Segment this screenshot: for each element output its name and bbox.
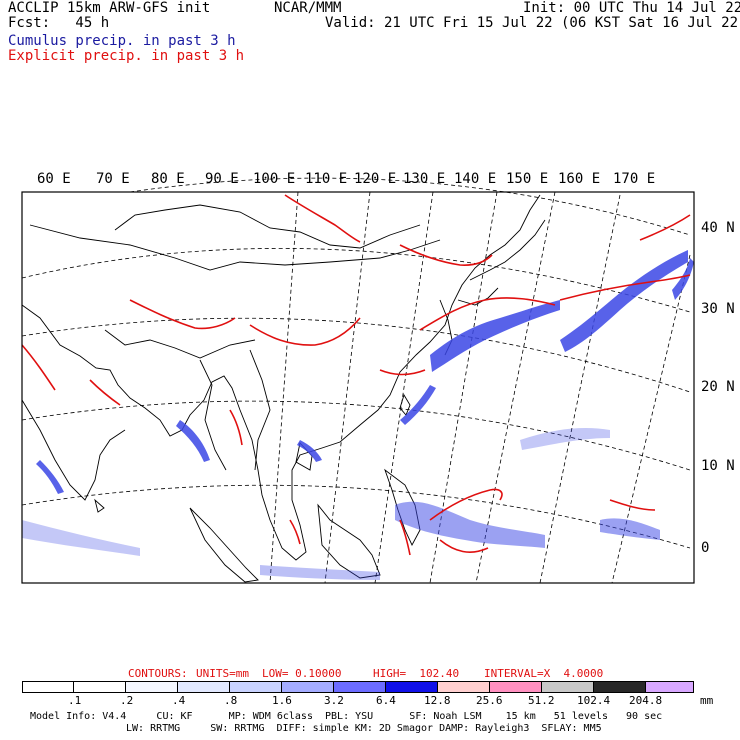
colorbar-tick: 51.2	[528, 694, 555, 707]
model-info: Model Info: V4.4 CU: KF MP: WDM 6class P…	[30, 711, 663, 722]
colorbar-tick: .2	[120, 694, 134, 707]
colorbar-tick: .1	[68, 694, 82, 707]
lon-label: 70 E	[96, 171, 130, 187]
colorbar-tick: .4	[172, 694, 186, 707]
lat-label: 20 N	[701, 379, 735, 395]
colorbar-swatch	[489, 681, 542, 693]
colorbar-swatch	[22, 681, 74, 693]
colorbar-tick: .8	[224, 694, 238, 707]
forecast-hour: Fcst: 45 h	[8, 15, 110, 31]
lon-label: 130 E	[403, 171, 446, 187]
lon-label: 120 E	[354, 171, 397, 187]
organization: NCAR/MMM	[274, 0, 342, 16]
lon-label: 170 E	[613, 171, 656, 187]
lon-label: 160 E	[558, 171, 601, 187]
colorbar-tick: 102.4	[577, 694, 611, 707]
colorbar-tick: 12.8	[424, 694, 451, 707]
lat-label: 10 N	[701, 458, 735, 474]
cumulus-precip	[22, 250, 694, 580]
colorbar-tick: 6.4	[376, 694, 396, 707]
lon-label: 60 E	[37, 171, 71, 187]
contours-high: HIGH= 102.40	[373, 667, 460, 680]
legend-explicit: Explicit precip. in past 3 h	[8, 48, 245, 64]
colorbar-swatch	[593, 681, 646, 693]
colorbar-swatch	[177, 681, 230, 693]
valid-time: Valid: 21 UTC Fri 15 Jul 22 (06 KST Sat …	[325, 15, 740, 31]
explicit-precip	[21, 194, 691, 556]
lon-label: 150 E	[506, 171, 549, 187]
colorbar-tick: 204.8	[629, 694, 663, 707]
colorbar-swatch	[333, 681, 386, 693]
contours-interval: INTERVAL=X 4.0000	[484, 667, 604, 680]
coastline	[21, 194, 546, 583]
colorbar-swatch	[229, 681, 282, 693]
contours-low: LOW= 0.10000	[262, 667, 342, 680]
colorbar-swatch	[125, 681, 178, 693]
lon-label: 140 E	[454, 171, 497, 187]
init-time: Init: 00 UTC Thu 14 Jul 22	[523, 0, 740, 16]
lat-label: 0	[701, 540, 710, 556]
colorbar-swatch	[73, 681, 126, 693]
contours-units: UNITS=mm	[196, 667, 249, 680]
model-title: ACCLIP 15km ARW-GFS init	[8, 0, 211, 16]
legend-cumulus: Cumulus precip. in past 3 h	[8, 33, 236, 49]
colorbar-swatch	[645, 681, 694, 693]
colorbar-swatch	[385, 681, 438, 693]
graticule	[21, 177, 691, 584]
colorbar-swatch	[437, 681, 490, 693]
lon-label: 110 E	[305, 171, 348, 187]
model-physics: LW: RRTMG SW: RRTMG DIFF: simple KM: 2D …	[126, 723, 602, 734]
lon-label: 80 E	[151, 171, 185, 187]
colorbar-swatch	[281, 681, 334, 693]
lat-label: 30 N	[701, 301, 735, 317]
colorbar-tick: 1.6	[272, 694, 292, 707]
colorbar-tick: 3.2	[324, 694, 344, 707]
colorbar-tick: 25.6	[476, 694, 503, 707]
colorbar-units: mm	[700, 694, 714, 707]
lat-label: 40 N	[701, 220, 735, 236]
map-frame	[21, 191, 695, 584]
contours-label: CONTOURS:	[128, 667, 188, 680]
colorbar-swatch	[541, 681, 594, 693]
